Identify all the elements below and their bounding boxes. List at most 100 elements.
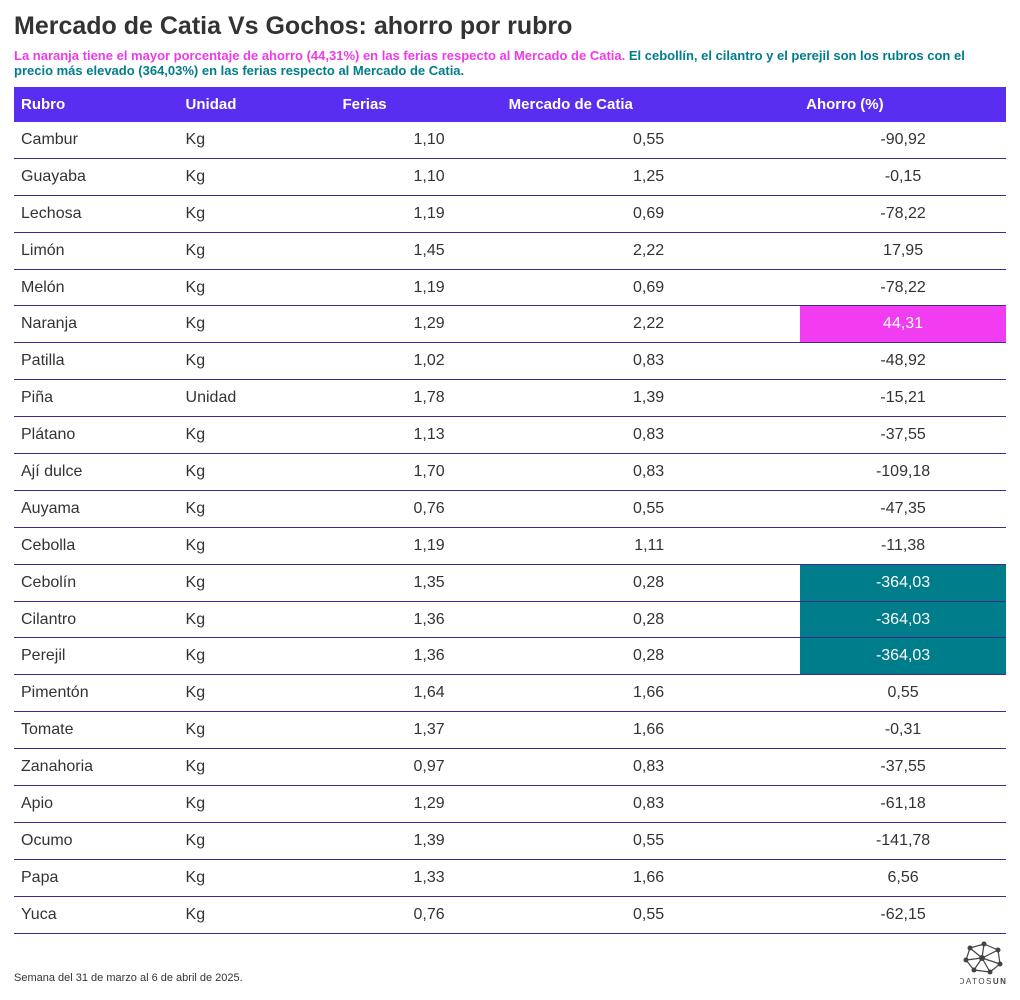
cell: 0,55: [664, 674, 1006, 713]
cell: 1,19: [342, 527, 445, 565]
table-row: Yuca Kg 0,76 0,55 -62,15: [14, 896, 1006, 934]
cell: Yuca: [14, 896, 186, 934]
logo: DATOSUN: [959, 940, 1006, 991]
cell: Cebolla: [14, 527, 186, 565]
table-row: Tomate Kg 1,37 1,66 -0,31: [14, 711, 1006, 750]
cell: -47,35: [664, 490, 1006, 528]
cell: Plátano: [14, 416, 186, 455]
cell: Piña: [14, 379, 186, 418]
cell: -141,78: [664, 822, 1006, 860]
cell: 0,55: [444, 490, 665, 528]
cell: 1,19: [342, 195, 445, 233]
column-header: Ahorro (%): [806, 96, 884, 113]
cell: 2,22: [444, 232, 665, 270]
cell: Kg: [185, 637, 343, 676]
table-row: Cebolín Kg 1,35 0,28 -364,03: [14, 564, 1006, 602]
subtitle: La naranja tiene el mayor porcentaje de …: [14, 48, 1006, 78]
cell: 44,31: [664, 305, 1006, 344]
table-row: Melón Kg 1,19 0,69 -78,22: [14, 269, 1006, 307]
cell: 0,83: [444, 453, 665, 491]
cell: Limón: [14, 232, 186, 270]
table-row: Cilantro Kg 1,36 0,28 -364,03: [14, 601, 1006, 639]
cell: 1,39: [444, 379, 665, 418]
cell: Kg: [185, 785, 343, 823]
cell: 1,35: [342, 564, 445, 602]
cell: Auyama: [14, 490, 186, 528]
cell: 0,69: [444, 195, 665, 233]
cell: Kg: [185, 453, 343, 491]
logo-icon: DATOSUN: [959, 941, 1006, 986]
svg-text:DATOSUN: DATOSUN: [960, 977, 1006, 986]
cell: 1,29: [342, 305, 445, 344]
table-row: Patilla Kg 1,02 0,83 -48,92: [14, 342, 1006, 381]
cell: 1,64: [342, 674, 445, 713]
cell: Kg: [185, 342, 343, 381]
cell: Kg: [185, 158, 343, 196]
table-row: Cambur Kg 1,10 0,55 -90,92: [14, 122, 1006, 159]
cell: 0,69: [444, 269, 665, 307]
cell: Unidad: [185, 379, 343, 418]
cell: 1,66: [444, 674, 665, 713]
cell: Kg: [185, 674, 343, 713]
cell: Kg: [185, 269, 343, 307]
cell: Naranja: [14, 305, 186, 344]
cell: Kg: [185, 859, 343, 897]
cell: Lechosa: [14, 195, 186, 233]
title: Mercado de Catia Vs Gochos: ahorro por r…: [14, 12, 573, 40]
cell: 1,39: [342, 822, 445, 860]
cell: 0,83: [444, 342, 665, 381]
cell: Melón: [14, 269, 186, 307]
cell: Kg: [185, 195, 343, 233]
cell: Cambur: [14, 122, 186, 159]
cell: 6,56: [664, 859, 1006, 897]
cell: 0,83: [444, 748, 665, 787]
subtitle-part: La naranja tiene el mayor porcentaje de …: [14, 48, 626, 63]
footer-note: Semana del 31 de marzo al 6 de abril de …: [14, 972, 243, 984]
cell: 1,45: [342, 232, 445, 270]
table-row: Piña Unidad 1,78 1,39 -15,21: [14, 379, 1006, 418]
cell: Perejil: [14, 637, 186, 676]
cell: Patilla: [14, 342, 186, 381]
cell: -364,03: [664, 637, 1006, 676]
cell: Papa: [14, 859, 186, 897]
cell: Kg: [185, 416, 343, 455]
cell: Kg: [185, 711, 343, 750]
table-row: Ocumo Kg 1,39 0,55 -141,78: [14, 822, 1006, 860]
logo-text: UN: [993, 977, 1006, 986]
table-row: Limón Kg 1,45 2,22 17,95: [14, 232, 1006, 270]
cell: 17,95: [664, 232, 1006, 270]
cell: Kg: [185, 748, 343, 787]
cell: 1,25: [444, 158, 665, 196]
cell: 0,76: [342, 896, 445, 934]
cell: 0,83: [444, 785, 665, 823]
cell: 0,28: [444, 601, 665, 639]
cell: -48,92: [664, 342, 1006, 381]
cell: Apio: [14, 785, 186, 823]
subtitle-part: El cebollín, el cilantro y el perejil so…: [14, 48, 965, 78]
cell: Kg: [185, 122, 343, 159]
cell: 0,55: [444, 122, 665, 159]
cell: -364,03: [664, 564, 1006, 602]
cell: 1,33: [342, 859, 445, 897]
cell: -78,22: [664, 195, 1006, 233]
cell: Cebolín: [14, 564, 186, 602]
table-row: Cebolla Kg 1,19 1,11 -11,38: [14, 527, 1006, 565]
cell: Ají dulce: [14, 453, 186, 491]
cell: -0,31: [664, 711, 1006, 750]
table-row: Naranja Kg 1,29 2,22 44,31: [14, 305, 1006, 344]
cell: 1,36: [342, 601, 445, 639]
cell: -15,21: [664, 379, 1006, 418]
cell: 1,13: [342, 416, 445, 455]
cell: 2,22: [444, 305, 665, 344]
cell: Tomate: [14, 711, 186, 750]
data-table: Rubro Unidad Ferias Mercado de Catia Ahorro …: [14, 87, 1006, 934]
cell: 0,28: [444, 637, 665, 676]
cell: -61,18: [664, 785, 1006, 823]
cell: 0,55: [444, 822, 665, 860]
cell: 1,29: [342, 785, 445, 823]
cell: -90,92: [664, 122, 1006, 159]
cell: -109,18: [664, 453, 1006, 491]
cell: 1,19: [342, 269, 445, 307]
table-row: Auyama Kg 0,76 0,55 -47,35: [14, 490, 1006, 528]
table-row: Lechosa Kg 1,19 0,69 -78,22: [14, 195, 1006, 233]
